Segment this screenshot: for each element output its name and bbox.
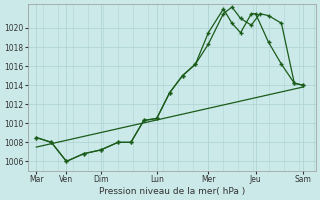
X-axis label: Pression niveau de la mer( hPa ): Pression niveau de la mer( hPa ) bbox=[99, 187, 245, 196]
